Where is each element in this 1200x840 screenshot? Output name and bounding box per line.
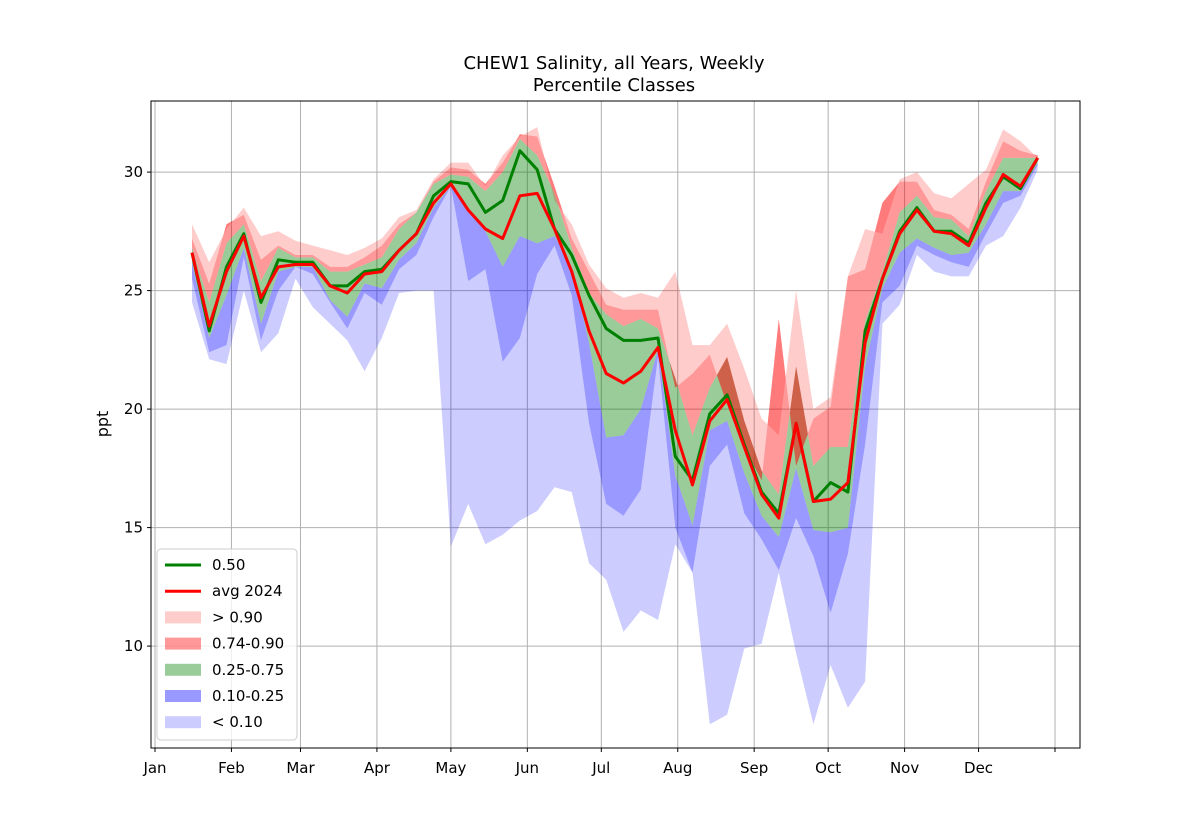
legend-box	[156, 548, 298, 741]
legend-label: 0.25-0.75	[212, 661, 284, 679]
x-tick-label: Sep	[740, 759, 768, 777]
band-p100	[192, 127, 1038, 481]
x-tick-label: Nov	[890, 759, 919, 777]
percentile-bands	[192, 127, 1038, 725]
x-tick-label: Feb	[218, 759, 245, 777]
y-tick-label: 30	[124, 163, 143, 181]
x-tick-label: Aug	[663, 759, 692, 777]
y-tick-label: 10	[124, 637, 143, 655]
x-tick-label: Apr	[364, 759, 391, 777]
legend-swatch-patch	[165, 637, 201, 650]
band-p75	[192, 138, 1038, 538]
legend-label: avg 2024	[212, 582, 283, 600]
legend-swatch-patch	[165, 611, 201, 624]
band-p90	[192, 134, 1038, 495]
legend-swatch-patch	[165, 690, 201, 702]
y-axis-label: ppt	[93, 411, 112, 438]
series-lines	[190, 149, 1040, 520]
x-tick-label: Mar	[286, 759, 315, 777]
x-tick-label: Jul	[591, 759, 610, 777]
band-p25	[192, 162, 1038, 613]
x-tick-label: Dec	[964, 759, 993, 777]
series-line-1	[190, 157, 1039, 520]
x-tick-label: May	[435, 759, 466, 777]
chart-title: CHEW1 Salinity, all Years, Weekly	[463, 53, 764, 74]
legend: 0.50 avg 2024 > 0.90 0.74-0.90 0.25-0.75 0.10…	[156, 548, 298, 741]
plot-frame	[150, 100, 1081, 749]
chart-subtitle: Percentile Classes	[533, 75, 695, 96]
legend-swatch-patch	[165, 663, 201, 676]
x-tick-label: Oct	[815, 759, 841, 777]
y-tick-label: 20	[124, 400, 143, 418]
x-tick-label: Jun	[515, 759, 539, 777]
legend-label: < 0.10	[212, 713, 263, 731]
grid	[151, 101, 1080, 748]
legend-swatch-patch	[165, 716, 201, 729]
legend-label: 0.50	[212, 556, 245, 574]
legend-label: 0.74-0.90	[212, 635, 284, 653]
y-tick-label: 25	[124, 282, 143, 300]
legend-label: 0.10-0.25	[212, 687, 284, 705]
legend-label: > 0.90	[212, 608, 263, 626]
band-p10	[192, 165, 1038, 725]
axis-ticks: 10 15 20 25 30 Jan Feb Mar Apr May Jun Jul Aug Sep Oct…	[124, 163, 1056, 777]
y-tick-label: 15	[124, 519, 143, 537]
x-tick-label: Jan	[142, 759, 166, 777]
